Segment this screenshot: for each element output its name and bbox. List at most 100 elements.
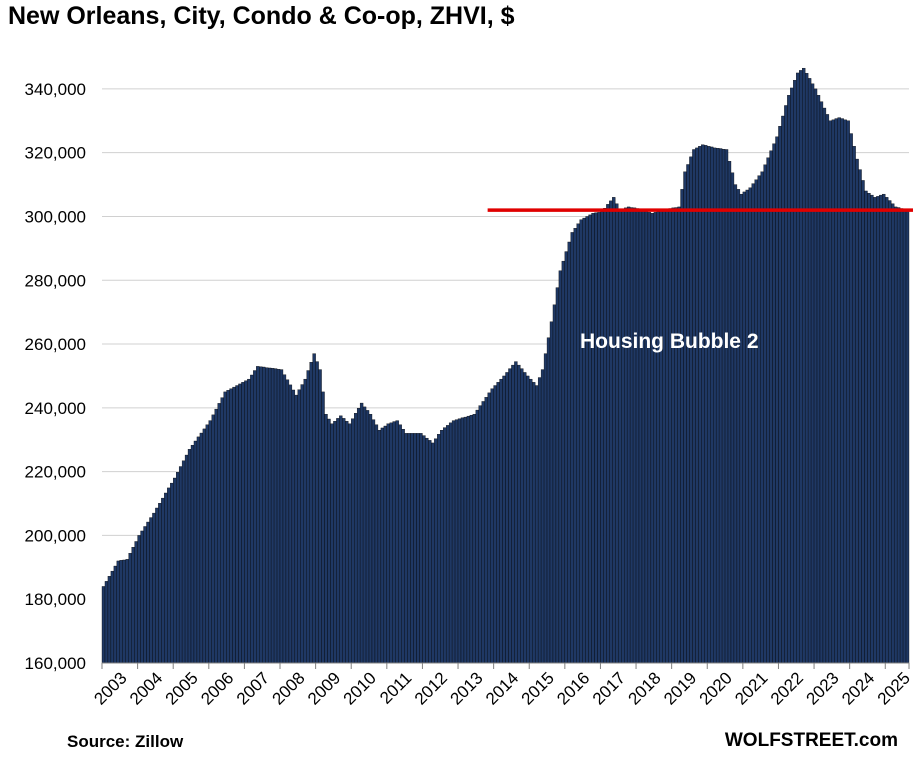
bar xyxy=(730,172,735,664)
bar xyxy=(410,433,414,664)
bar xyxy=(896,207,901,664)
bar xyxy=(576,223,580,664)
x-tick-label: 2003 xyxy=(90,668,130,708)
bar xyxy=(537,377,542,664)
bar xyxy=(588,214,592,664)
bar xyxy=(710,146,714,664)
bar xyxy=(481,401,485,664)
bar xyxy=(374,424,379,664)
bar xyxy=(448,422,453,664)
bar xyxy=(104,581,109,664)
bar xyxy=(520,368,524,664)
bar xyxy=(502,375,506,664)
bar xyxy=(647,212,652,664)
bar xyxy=(701,144,705,664)
bar xyxy=(529,378,533,664)
bar xyxy=(772,143,776,664)
bar xyxy=(288,384,293,664)
bar xyxy=(891,203,895,664)
bar xyxy=(193,440,198,664)
bar xyxy=(383,425,388,664)
bar xyxy=(733,184,738,664)
bar xyxy=(276,369,281,664)
bar xyxy=(742,191,746,664)
bar xyxy=(362,406,367,664)
bar xyxy=(677,206,681,664)
bar xyxy=(386,423,390,664)
bar xyxy=(119,560,123,664)
bar xyxy=(493,385,497,664)
bar xyxy=(380,427,385,664)
bar xyxy=(751,183,755,664)
bar xyxy=(629,207,634,664)
bar xyxy=(419,433,423,664)
bar xyxy=(713,147,717,664)
bar xyxy=(170,482,174,664)
x-tick-label: 2020 xyxy=(696,668,736,708)
bar xyxy=(899,208,904,664)
bar xyxy=(113,565,118,664)
bar xyxy=(585,216,589,664)
x-tick-label: 2012 xyxy=(411,668,451,708)
bar xyxy=(748,187,752,664)
brand-watermark: WOLFSTREET.com xyxy=(724,730,898,751)
bar xyxy=(211,414,215,664)
bar xyxy=(718,148,723,664)
bar xyxy=(247,378,251,664)
bar xyxy=(813,88,818,664)
bar xyxy=(265,367,269,664)
bar xyxy=(873,197,877,664)
bar xyxy=(810,83,815,664)
bar xyxy=(876,196,880,664)
x-tick-label: 2025 xyxy=(874,668,914,708)
bar xyxy=(526,375,530,664)
bar xyxy=(905,209,910,664)
x-tick-label: 2009 xyxy=(304,668,344,708)
y-tick-label: 180,000 xyxy=(25,590,86,609)
bar xyxy=(291,389,296,664)
bar xyxy=(760,171,764,664)
x-tick-label: 2004 xyxy=(126,668,166,708)
bar xyxy=(893,206,898,664)
bar xyxy=(552,304,557,664)
bar xyxy=(532,382,536,664)
bar xyxy=(389,422,393,664)
bar xyxy=(422,435,426,664)
bar xyxy=(398,424,402,664)
bar xyxy=(181,460,186,664)
bar xyxy=(567,241,571,664)
bar xyxy=(523,372,527,664)
bar xyxy=(763,164,767,664)
bar xyxy=(267,367,272,664)
bar xyxy=(505,372,509,664)
bar xyxy=(125,559,129,664)
bar xyxy=(612,197,616,664)
bar xyxy=(638,209,643,664)
bar xyxy=(635,208,640,664)
bar xyxy=(478,405,482,664)
bar xyxy=(597,212,601,664)
bar xyxy=(564,251,568,664)
bar xyxy=(882,193,886,664)
bar xyxy=(161,497,165,664)
x-tick-label: 2019 xyxy=(660,668,700,708)
bar xyxy=(451,420,456,664)
bar xyxy=(849,133,853,664)
bar xyxy=(641,210,646,664)
bar xyxy=(543,353,548,664)
bar xyxy=(802,67,806,664)
bar xyxy=(404,433,408,664)
bar xyxy=(434,438,438,664)
bar xyxy=(101,586,106,664)
y-tick-label: 160,000 xyxy=(25,654,86,673)
bar xyxy=(689,156,693,664)
x-tick-label: 2007 xyxy=(233,668,273,708)
bar xyxy=(591,213,595,664)
bar xyxy=(173,477,177,664)
bar xyxy=(356,407,361,664)
bar xyxy=(440,429,444,664)
bar xyxy=(315,361,319,664)
bar xyxy=(128,553,132,664)
bar xyxy=(775,136,779,664)
bar xyxy=(496,382,500,664)
